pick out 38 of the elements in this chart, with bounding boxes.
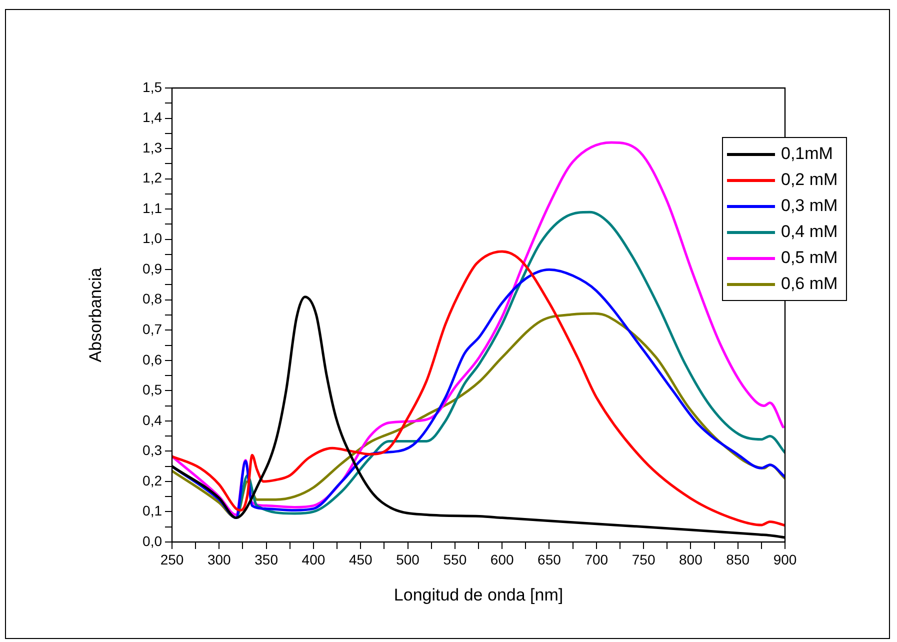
y-tick-label: 0,6 [142, 351, 162, 368]
x-tick-label: 450 [348, 551, 373, 568]
x-tick-label: 900 [773, 551, 797, 568]
x-tick-label: 350 [254, 551, 278, 568]
y-tick-label: 1,1 [142, 200, 162, 216]
y-tick-label: 1,5 [142, 78, 162, 95]
x-tick-label: 800 [679, 551, 703, 568]
legend-label: 0,3 mM [781, 196, 838, 216]
legend-label: 0,2 mM [781, 170, 838, 190]
x-tick-label: 250 [160, 551, 184, 568]
y-tick-label: 1,3 [142, 139, 162, 156]
y-tick-label: 0,8 [142, 290, 162, 307]
legend-label: 0,1mM [781, 144, 833, 164]
y-tick-label: 0,1 [142, 502, 162, 519]
y-tick-label: 0,0 [142, 532, 162, 549]
y-tick-label: 0,3 [142, 442, 162, 458]
y-tick-label: 1,4 [142, 109, 162, 126]
x-tick-label: 650 [538, 551, 562, 568]
y-tick-label: 0,5 [142, 382, 162, 398]
y-tick-label: 0,7 [142, 320, 162, 337]
legend-label: 0,5 mM [781, 248, 838, 268]
x-tick-label: 750 [632, 551, 656, 568]
x-tick-label: 300 [207, 551, 232, 568]
x-tick-label: 600 [490, 551, 514, 568]
x-tick-label: 500 [396, 551, 420, 568]
x-tick-label: 700 [584, 551, 608, 568]
y-tick-label: 0,9 [142, 260, 162, 276]
y-tick-label: 1,2 [142, 170, 162, 186]
legend-label: 0,4 mM [781, 222, 838, 242]
x-axis-title: Longitud de onda [nm] [394, 585, 564, 604]
legend-label: 0,6 mM [781, 274, 838, 294]
x-tick-label: 850 [726, 551, 750, 568]
y-axis-title: Absorbancia [86, 267, 105, 362]
x-tick-label: 400 [302, 551, 326, 568]
x-tick-label: 550 [443, 551, 467, 568]
y-tick-label: 1,0 [142, 230, 162, 246]
y-tick-label: 0,2 [142, 472, 162, 488]
y-tick-label: 0,4 [142, 412, 162, 428]
